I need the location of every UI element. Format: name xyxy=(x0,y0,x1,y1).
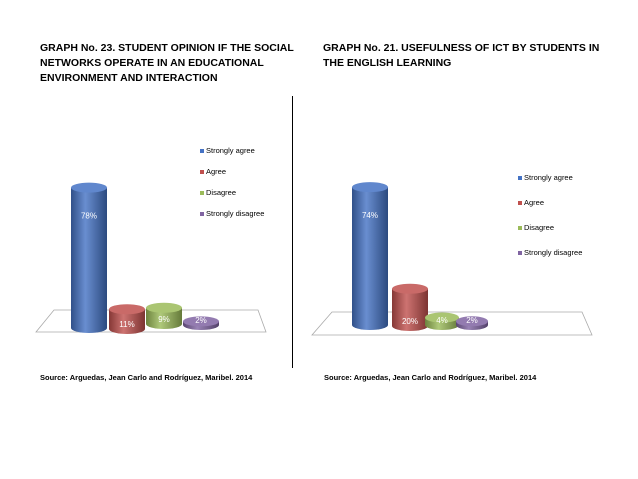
bar-right-4 xyxy=(456,316,488,330)
bar-right-3 xyxy=(425,312,459,330)
data-label-left-4: 2% xyxy=(195,316,207,325)
data-label-left-2: 11% xyxy=(119,320,134,329)
legend-swatch-left-3 xyxy=(200,191,204,195)
data-label-right-3: 4% xyxy=(436,316,448,325)
legend-swatch-left-2 xyxy=(200,170,204,174)
chart-title-left: GRAPH No. 23. STUDENT OPINION IF THE SOC… xyxy=(40,42,294,84)
bar-chart-left: 78% 11% 9% 2% Strongly agree Agree Disagree Str… xyxy=(20,128,288,353)
data-label-left-1: 78% xyxy=(81,212,97,221)
legend-label-right-1: Strongly agree xyxy=(524,173,573,182)
bar-left-1 xyxy=(71,182,107,333)
bar-chart-left-svg: 78% 11% 9% 2% Strongly agree Agree Disagree Str… xyxy=(35,146,267,334)
legend-swatch-right-1 xyxy=(518,176,522,180)
legend-swatch-left-1 xyxy=(200,149,204,153)
bar-chart-right: 74% 20% 4% 2% Strongly agree Agree Disagree Str… xyxy=(302,140,602,345)
legend-swatch-right-4 xyxy=(518,251,522,255)
source-note-right: Source: Arguedas, Jean Carlo and Rodrígu… xyxy=(324,373,537,382)
bar-right-1 xyxy=(352,182,388,330)
legend-swatch-right-3 xyxy=(518,226,522,230)
data-label-left-3: 9% xyxy=(158,315,170,324)
bar-left-2 xyxy=(109,304,145,334)
bar-left-3 xyxy=(146,302,182,329)
legend-label-left-1: Strongly agree xyxy=(206,146,255,155)
source-note-left: Source: Arguedas, Jean Carlo and Rodrígu… xyxy=(40,373,253,382)
legend-label-right-2: Agree xyxy=(524,198,544,207)
bar-right-2 xyxy=(392,283,428,331)
vertical-divider xyxy=(292,96,293,368)
legend-label-right-4: Strongly disagree xyxy=(524,248,582,257)
legend-label-left-3: Disagree xyxy=(206,188,236,197)
data-label-right-1: 74% xyxy=(362,211,378,220)
chart-title-right: GRAPH No. 21. USEFULNESS OF ICT BY STUDE… xyxy=(323,42,600,69)
legend-swatch-right-2 xyxy=(518,201,522,205)
bar-chart-right-svg: 74% 20% 4% 2% Strongly agree Agree Disagree Str… xyxy=(311,173,593,336)
legend-label-right-3: Disagree xyxy=(524,223,554,232)
bar-left-4 xyxy=(183,316,219,330)
data-label-right-4: 2% xyxy=(466,316,478,325)
data-label-right-2: 20% xyxy=(402,317,418,326)
legend-label-left-2: Agree xyxy=(206,167,226,176)
legend-label-left-4: Strongly disagree xyxy=(206,209,264,218)
legend-swatch-left-4 xyxy=(200,212,204,216)
